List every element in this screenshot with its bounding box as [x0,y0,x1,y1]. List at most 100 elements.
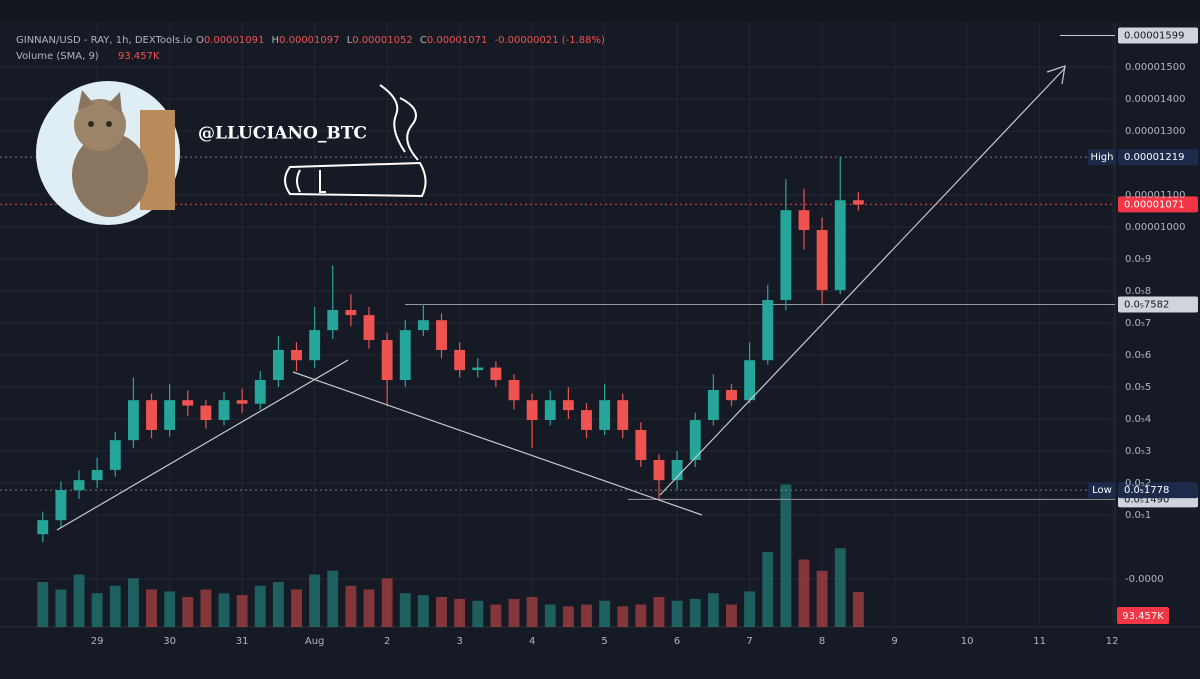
candle-body [599,400,611,430]
volume-bar [399,593,411,627]
volume-bar [834,548,846,627]
volume-bar [436,597,447,627]
volume-bar [182,597,194,627]
volume-bar [363,589,375,627]
arrow-line [659,67,1066,496]
volume-bar [91,593,103,627]
trend-line [56,359,349,531]
volume-bar [200,589,212,627]
volume-bar [562,606,574,627]
candle-body [780,210,792,301]
candle-body [671,460,683,481]
volume-tag [1117,607,1169,624]
level-label: 0.00001071 [1124,199,1184,210]
level-box [1118,296,1198,313]
x-tick-label: 30 [163,636,176,647]
candle-body [653,460,665,481]
volume-value: 93.457K [118,51,160,62]
candle-body [689,420,701,461]
l-value: 0.00001052 [352,35,412,46]
x-tick-label: Aug [305,636,325,647]
x-tick-label: 7 [746,636,752,647]
candle-body [218,400,230,421]
y-tick-label: 0.0₅6 [1125,350,1151,361]
volume-bar [309,574,321,627]
x-tick-label: 10 [961,636,974,647]
volume-bar [816,570,828,627]
cigarette [284,84,427,198]
y-tick-label: 0.0₅7 [1125,318,1151,329]
candle-body [73,480,85,491]
legend-ohlc: O0.00001091 H0.00001097 L0.00001052 C0.0… [196,35,605,46]
candle-body [345,309,357,316]
volume-bar [37,582,49,627]
cat-head [74,99,126,151]
y-tick-label: 0.00001400 [1125,94,1185,105]
candle-body [852,200,864,205]
candle-body [544,400,556,421]
volume-bar [417,595,429,627]
y-tick-label: 0.00001500 [1125,62,1185,73]
y-tick-label: 0.0₅4 [1125,414,1151,425]
y-tick-label: 0.00001000 [1125,222,1185,233]
level-box [1118,196,1198,213]
y-tick-label: 0.0₅1 [1125,510,1151,521]
levels: 0.00001599 0.00001219 High 0.00001071 0.0₅75… [0,27,1198,508]
volume-bar [381,578,393,627]
candle-body [490,367,502,381]
candle-body [526,400,538,421]
candles [37,157,864,543]
level-label: 0.0₅1490 [1124,494,1169,505]
x-tick-label: 4 [529,636,535,647]
volume-bar [726,604,737,627]
x-tick-label: 3 [456,636,462,647]
volume-bar [599,600,611,627]
volume-bar [653,597,665,627]
candle-body [707,389,719,421]
volume-bar [345,585,357,627]
volume-bar [707,593,719,627]
candle-body [236,400,248,404]
x-tick-label: 12 [1106,636,1119,647]
level-box [1118,149,1198,166]
cat-eye [106,121,112,127]
x-tick-label: 6 [674,636,680,647]
candle-body [91,469,103,481]
candle-body [109,440,121,470]
candle-body [272,349,284,381]
candle-body [399,330,411,381]
volume-bar [798,559,810,627]
level-box [1118,27,1198,44]
volume-bar [689,598,701,627]
volume-bar [544,604,556,627]
volume-bar [127,578,139,627]
top-bar [0,0,1200,22]
volume-bar [73,574,85,627]
candle-body [508,380,520,401]
volume-bar [744,591,756,627]
candle-body [200,405,212,421]
level-label: 0.00001219 [1124,152,1184,163]
x-tick-label: 8 [819,636,825,647]
volume-bar [508,598,520,627]
volume-bar [55,589,67,627]
h-label: H [272,35,280,46]
candle-body [762,300,774,361]
candle-body [37,520,49,535]
volume-bar [671,600,683,627]
volume-tag-label: 93.457K [1122,611,1164,622]
candle-body [816,230,828,291]
cigarette-body [284,161,427,198]
x-tick-label: 2 [384,636,390,647]
level-label: 0.0₅7582 [1124,299,1169,310]
change: -0.00000021 (-1.88%) [495,35,606,46]
cat-eye [88,121,94,127]
level-label: 0.00001599 [1124,31,1184,42]
x-tick-label: 11 [1033,636,1046,647]
volume-bar [272,582,284,627]
volume-label: Volume (SMA, 9) [16,51,99,62]
volume-bar [327,570,339,627]
candle-body [417,320,429,331]
drawings [56,65,1066,531]
